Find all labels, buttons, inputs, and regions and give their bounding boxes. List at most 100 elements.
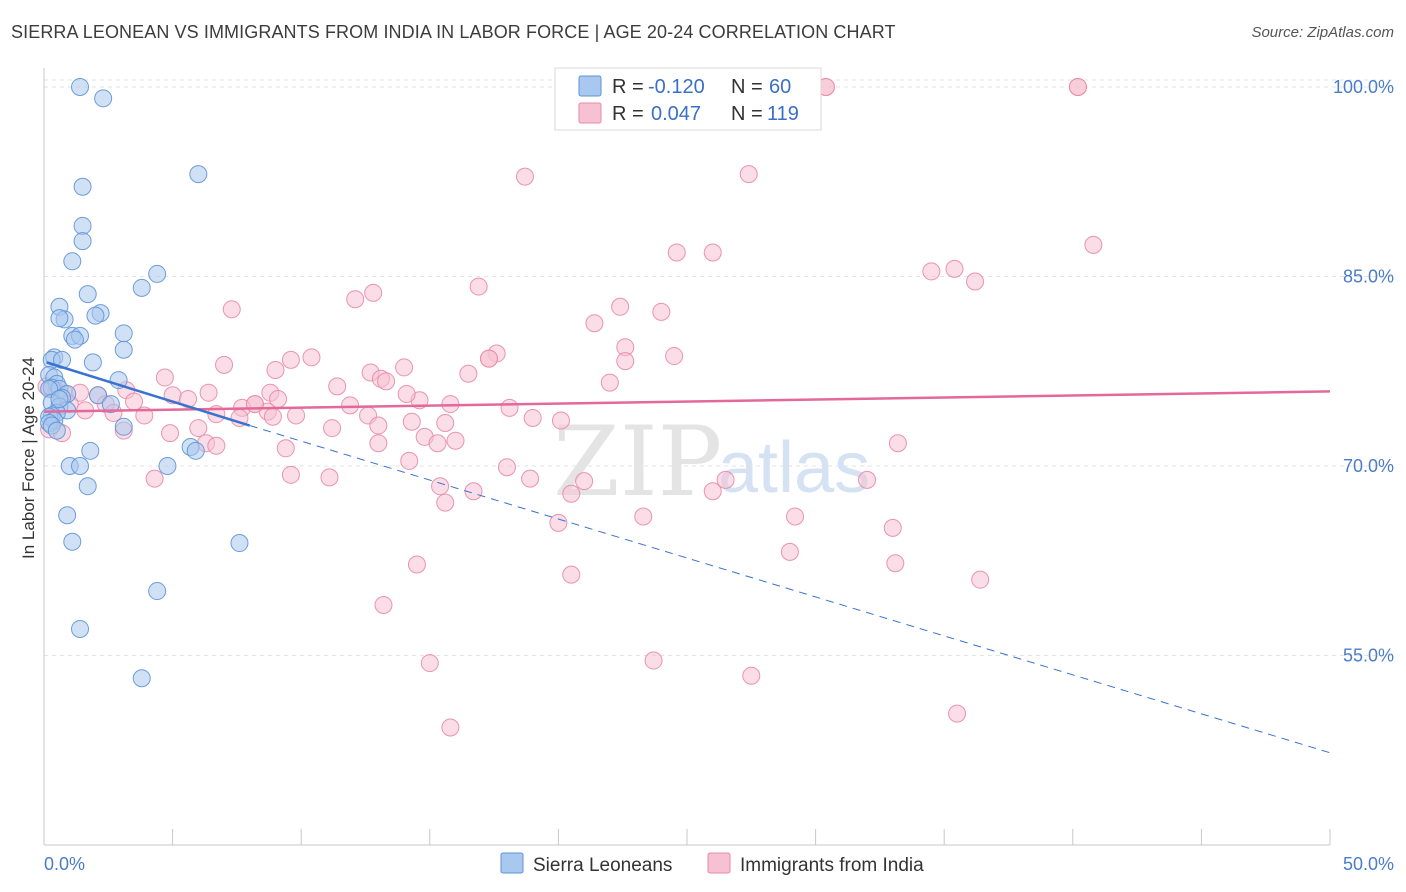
point-immigrant-india bbox=[600, 373, 619, 392]
point-immigrant-india bbox=[320, 468, 339, 487]
point-immigrant-india bbox=[222, 300, 241, 319]
point-immigrant-india bbox=[215, 355, 234, 374]
point-immigrant-india bbox=[436, 414, 455, 433]
gridlines bbox=[44, 79, 1394, 656]
point-immigrant-india bbox=[145, 469, 164, 488]
point-sierra-leonean bbox=[101, 395, 120, 414]
point-immigrant-india bbox=[428, 434, 447, 453]
point-immigrant-india bbox=[397, 384, 416, 403]
point-immigrant-india bbox=[966, 272, 985, 291]
point-immigrant-india bbox=[739, 165, 758, 184]
point-sierra-leonean bbox=[65, 330, 84, 349]
point-immigrant-india bbox=[703, 243, 722, 262]
point-immigrant-india bbox=[155, 368, 174, 387]
point-immigrant-india bbox=[374, 595, 393, 614]
point-immigrant-india bbox=[644, 651, 663, 670]
legend-n-value-pink: 119 bbox=[767, 103, 799, 125]
point-immigrant-india bbox=[269, 390, 288, 409]
legend-bottom-label-blue: Sierra Leoneans bbox=[533, 855, 672, 876]
point-sierra-leonean bbox=[63, 532, 82, 551]
point-immigrant-india bbox=[369, 434, 388, 453]
chart-title: SIERRA LEONEAN VS IMMIGRANTS FROM INDIA … bbox=[11, 22, 896, 42]
point-sierra-leonean bbox=[81, 441, 100, 460]
point-immigrant-india bbox=[266, 360, 285, 379]
legend-swatch-pink bbox=[578, 102, 602, 124]
point-immigrant-india bbox=[611, 297, 630, 316]
point-immigrant-india bbox=[400, 451, 419, 470]
point-immigrant-india bbox=[652, 302, 671, 321]
point-sierra-leonean bbox=[73, 232, 92, 251]
point-immigrant-india bbox=[323, 419, 342, 438]
point-immigrant-india bbox=[948, 704, 967, 723]
point-sierra-leonean bbox=[71, 619, 90, 638]
point-sierra-leonean bbox=[83, 353, 102, 372]
point-immigrant-india bbox=[125, 392, 144, 411]
legend-bottom-swatch-blue bbox=[500, 852, 524, 874]
point-immigrant-india bbox=[161, 424, 180, 443]
point-sierra-leonean bbox=[71, 456, 90, 475]
point-immigrant-india bbox=[665, 347, 684, 366]
watermark-atlas: atlas bbox=[718, 428, 870, 508]
y-tick-labels: 55.0% 70.0% 85.0% 100.0% bbox=[1333, 77, 1394, 666]
point-sierra-leonean bbox=[186, 441, 205, 460]
legend-r-label-blue: R = bbox=[612, 76, 644, 98]
legend-bottom-label-pink: Immigrants from India bbox=[740, 855, 924, 876]
trendlines bbox=[43, 361, 1331, 754]
point-immigrant-india bbox=[634, 507, 653, 526]
point-sierra-leonean bbox=[47, 421, 66, 440]
trendline-sierra-leoneans-extension bbox=[249, 425, 1331, 754]
point-immigrant-india bbox=[377, 372, 396, 391]
point-sierra-leonean bbox=[73, 216, 92, 235]
legend-swatch-blue bbox=[578, 75, 602, 97]
point-sierra-leonean bbox=[114, 340, 133, 359]
point-immigrant-india bbox=[281, 350, 300, 369]
point-sierra-leonean bbox=[50, 309, 69, 328]
series-sierra-leoneans bbox=[40, 77, 249, 688]
point-immigrant-india bbox=[888, 434, 907, 453]
point-immigrant-india bbox=[1084, 235, 1103, 254]
point-immigrant-india bbox=[886, 554, 905, 573]
point-immigrant-india bbox=[346, 290, 365, 309]
point-immigrant-india bbox=[562, 484, 581, 503]
x-tick-label-min: 0.0% bbox=[44, 854, 85, 874]
point-sierra-leonean bbox=[132, 669, 151, 688]
point-immigrant-india bbox=[281, 465, 300, 484]
point-sierra-leonean bbox=[86, 306, 105, 325]
point-immigrant-india bbox=[1068, 77, 1087, 96]
point-immigrant-india bbox=[551, 411, 570, 430]
point-immigrant-india bbox=[616, 352, 635, 371]
point-immigrant-india bbox=[407, 555, 426, 574]
watermark-zip: ZIP bbox=[553, 406, 722, 518]
point-sierra-leonean bbox=[94, 89, 113, 108]
y-tick-label: 85.0% bbox=[1343, 266, 1394, 286]
point-immigrant-india bbox=[562, 565, 581, 584]
point-immigrant-india bbox=[515, 167, 534, 186]
legend-series: Sierra Leoneans Immigrants from India bbox=[500, 852, 924, 876]
y-tick-label: 55.0% bbox=[1343, 645, 1394, 665]
point-immigrant-india bbox=[780, 542, 799, 561]
point-immigrant-india bbox=[199, 383, 218, 402]
point-immigrant-india bbox=[364, 283, 383, 302]
point-immigrant-india bbox=[431, 477, 450, 496]
axes bbox=[43, 68, 1331, 846]
point-immigrant-india bbox=[667, 243, 686, 262]
point-immigrant-india bbox=[742, 666, 761, 685]
point-immigrant-india bbox=[395, 358, 414, 377]
point-immigrant-india bbox=[459, 364, 478, 383]
point-immigrant-india bbox=[263, 407, 282, 426]
legend-stats: R = -0.120 N = 60 R = 0.047 N = 119 bbox=[554, 67, 822, 131]
legend-n-value-blue: 60 bbox=[769, 76, 791, 98]
point-immigrant-india bbox=[469, 277, 488, 296]
point-immigrant-india bbox=[436, 493, 455, 512]
point-immigrant-india bbox=[276, 439, 295, 458]
point-immigrant-india bbox=[500, 398, 519, 417]
point-sierra-leonean bbox=[189, 165, 208, 184]
point-immigrant-india bbox=[341, 396, 360, 415]
point-immigrant-india bbox=[328, 377, 347, 396]
point-sierra-leonean bbox=[63, 252, 82, 271]
legend-r-value-blue: -0.120 bbox=[648, 76, 705, 98]
point-immigrant-india bbox=[402, 412, 421, 431]
point-immigrant-india bbox=[549, 513, 568, 532]
y-tick-label: 100.0% bbox=[1333, 77, 1394, 97]
